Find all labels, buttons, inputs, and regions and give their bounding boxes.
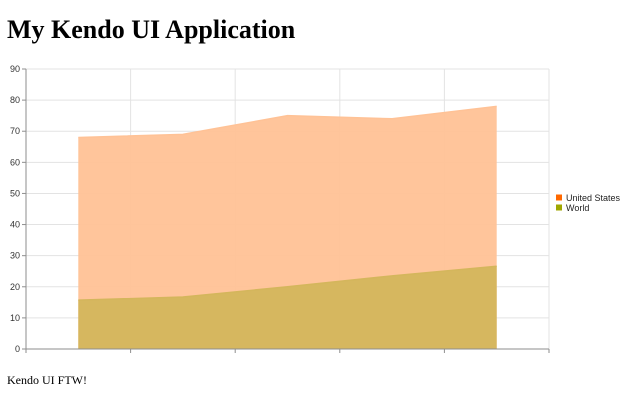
legend-label-united-states: United States xyxy=(566,193,621,203)
y-axis-tick-label: 10 xyxy=(10,313,20,323)
area-chart: 0 10 20 30 40 50 60 70 80 90 United States World xyxy=(0,58,640,363)
area-line-world xyxy=(78,265,497,301)
y-axis-tick-label: 80 xyxy=(10,95,20,105)
legend-label-world: World xyxy=(566,203,589,213)
y-axis-tick-label: 0 xyxy=(15,344,20,354)
chart-axes: 0 10 20 30 40 50 60 70 80 90 xyxy=(10,64,550,354)
y-axis-tick-label: 20 xyxy=(10,282,20,292)
y-axis-tick-label: 60 xyxy=(10,157,20,167)
y-axis-tick-label: 90 xyxy=(10,64,20,74)
footer-text: Kendo UI FTW! xyxy=(7,373,87,387)
page-title: My Kendo UI Application xyxy=(7,15,296,44)
legend-marker-world xyxy=(556,204,562,211)
y-axis-tick-label: 70 xyxy=(10,126,20,136)
y-axis-tick-label: 50 xyxy=(10,188,20,198)
chart-areas xyxy=(78,105,497,349)
area-line-united-states xyxy=(78,105,497,139)
y-axis-tick-label: 40 xyxy=(10,220,20,230)
legend-marker-united-states xyxy=(556,194,562,201)
area-series-world xyxy=(78,266,497,349)
y-axis-tick-label: 30 xyxy=(10,251,20,261)
